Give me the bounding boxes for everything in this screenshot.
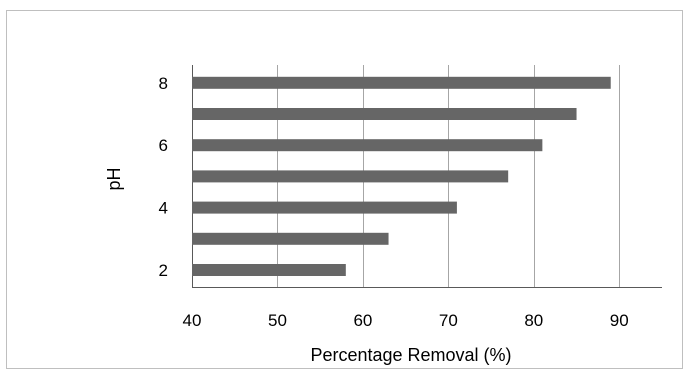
bars [192,76,611,276]
bar-ph-3 [192,232,389,245]
y-tick-label-8: 8 [159,74,168,93]
y-axis-title: pH [104,167,124,190]
x-tick-label-40: 40 [183,311,202,330]
y-tick-label-2: 2 [159,261,168,280]
tick-labels: 40 50 60 70 80 90 2 4 6 8 [159,74,629,330]
chart-frame [6,10,683,369]
x-tick-label-60: 60 [353,311,372,330]
bar-ph-8 [192,76,611,89]
bar-ph-2 [192,264,346,276]
x-axis-title: Percentage Removal (%) [310,345,511,365]
y-tick-label-4: 4 [159,199,168,218]
x-tick-label-90: 90 [610,311,629,330]
bar-ph-6 [192,139,543,152]
x-tick-label-50: 50 [268,311,287,330]
x-tick-label-80: 80 [524,311,543,330]
bar-ph-4 [192,201,457,214]
bar-ph-5 [192,170,509,183]
bar-ph-7 [192,108,577,120]
y-tick-label-6: 6 [159,136,168,155]
x-tick-label-70: 70 [439,311,458,330]
